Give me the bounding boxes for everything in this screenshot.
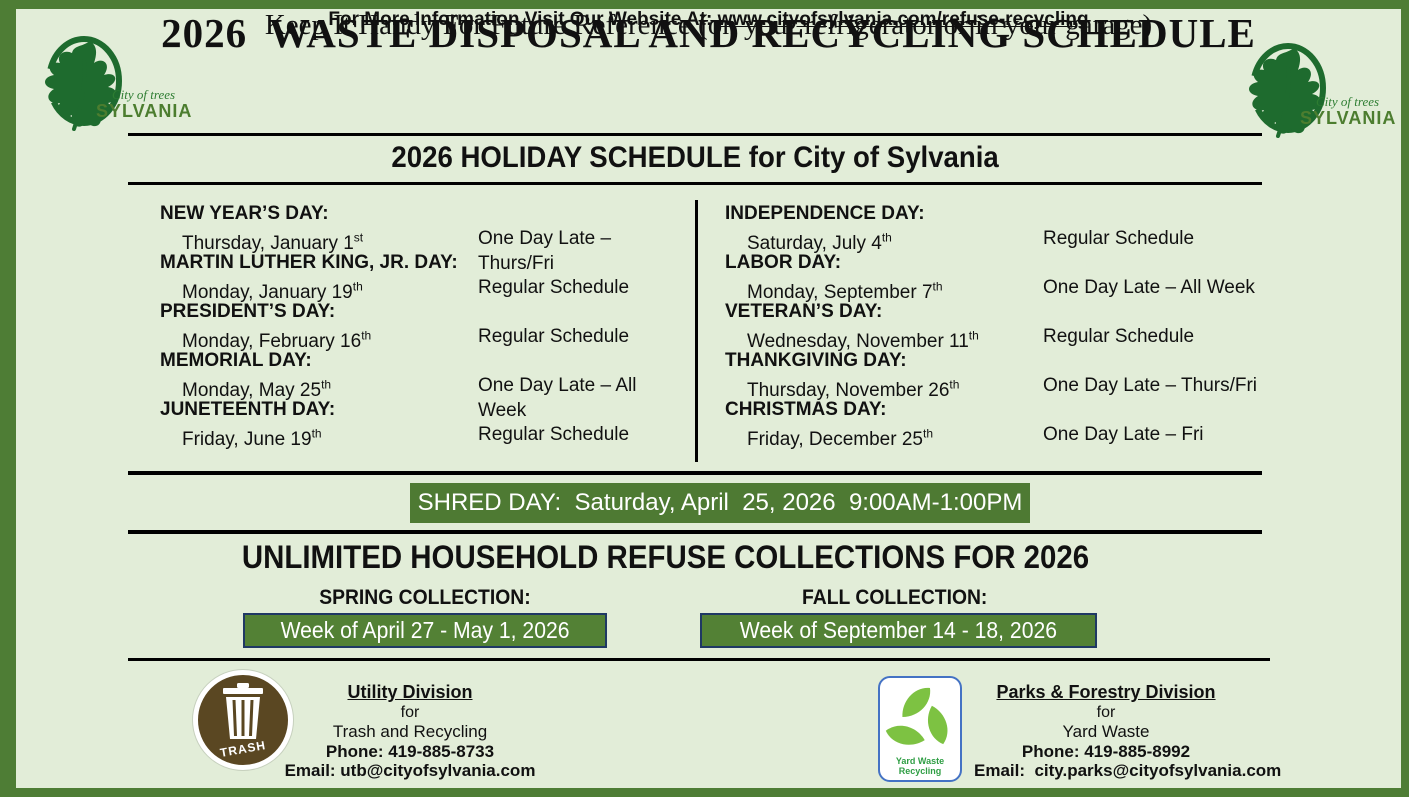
- holiday-date: Monday, May 25th: [182, 378, 332, 402]
- holiday-entry: NEW YEAR’S DAY: Thursday, January 1st On…: [160, 202, 685, 274]
- holiday-date: Monday, September 7th: [747, 280, 943, 304]
- logo-city-name: SYLVANIA: [1300, 108, 1397, 128]
- yard-waste-recycling-logo: Yard Waste Recycling: [878, 676, 962, 782]
- utility-division-title: Utility Division: [347, 682, 473, 702]
- fall-collection-week-box: Week of September 14 - 18, 2026: [700, 613, 1097, 648]
- holiday-name: NEW YEAR’S DAY:: [160, 203, 329, 224]
- oak-leaf-icon: [45, 36, 122, 131]
- holiday-detail: Saturday, July 4th Regular Schedule: [725, 226, 1270, 256]
- holiday-name: PRESIDENT’S DAY:: [160, 301, 336, 322]
- shred-day-banner: SHRED DAY: Saturday, April 25, 2026 9:00…: [410, 483, 1030, 523]
- holiday-name: LABOR DAY:: [725, 252, 842, 273]
- holiday-entry: LABOR DAY: Monday, September 7th One Day…: [725, 251, 1270, 303]
- holiday-detail: Wednesday, November 11th Regular Schedul…: [725, 324, 1270, 354]
- holiday-status: One Day Late – Fri: [1043, 424, 1204, 445]
- logo-city-name: SYLVANIA: [96, 101, 193, 121]
- holiday-status: Regular Schedule: [1043, 326, 1195, 347]
- fall-collection-label: FALL COLLECTION:: [802, 586, 988, 609]
- holiday-detail: Monday, September 7th One Day Late – All…: [725, 275, 1270, 305]
- column-divider: [695, 200, 698, 462]
- website-link[interactable]: www.cityofsylvania.com/refuse-recycling: [717, 9, 1089, 30]
- website-info-prefix: For More Information Visit Our Website A…: [328, 9, 718, 30]
- website-info-line: For More Information Visit Our Website A…: [16, 9, 1401, 31]
- holiday-date: Saturday, July 4th: [747, 231, 892, 255]
- holiday-column-left: NEW YEAR’S DAY: Thursday, January 1st On…: [160, 202, 685, 450]
- trash-can-icon: [223, 683, 263, 739]
- holiday-status: One Day Late – Thurs/Fri: [1043, 375, 1258, 396]
- holiday-detail: Monday, January 19th Regular Schedule: [160, 275, 685, 305]
- holiday-name: MEMORIAL DAY:: [160, 350, 312, 371]
- holiday-entry: THANKGIVING DAY: Thursday, November 26th…: [725, 349, 1270, 401]
- divider-rule-under-heading: [128, 182, 1262, 185]
- divider-rule-above-footer: [128, 658, 1270, 661]
- holiday-name: JUNETEENTH DAY:: [160, 399, 336, 420]
- holiday-date: Friday, December 25th: [747, 427, 934, 451]
- logo-script-text: City of trees: [1316, 94, 1380, 109]
- utility-dept: Trash and Recycling: [332, 722, 488, 741]
- parks-dept: Yard Waste: [1062, 722, 1150, 741]
- holiday-detail: Thursday, November 26th One Day Late – T…: [725, 373, 1270, 403]
- holiday-date: Wednesday, November 11th: [747, 329, 979, 353]
- divider-rule-top: [128, 133, 1262, 136]
- holiday-detail: Friday, June 19th Regular Schedule: [160, 422, 685, 452]
- holiday-date: Friday, June 19th: [182, 427, 322, 451]
- parks-for: for: [1096, 703, 1116, 721]
- holiday-name: MARTIN LUTHER KING, JR. DAY:: [160, 252, 458, 273]
- yard-waste-logo-label: Yard Waste Recycling: [895, 756, 945, 776]
- holiday-date: Thursday, November 26th: [747, 378, 960, 402]
- holiday-schedule-heading: 2026 HOLIDAY SCHEDULE for City of Sylvan…: [391, 141, 999, 174]
- sylvania-logo-right: City of trees SYLVANIA: [1242, 42, 1395, 140]
- parks-forestry-contact: Parks & Forestry Division for Yard Waste…: [974, 682, 1282, 781]
- holiday-status: Regular Schedule: [1043, 228, 1195, 249]
- holiday-status: Regular Schedule: [478, 326, 630, 347]
- holiday-status: One Day Late – All Week: [1043, 277, 1255, 298]
- holiday-detail: Monday, February 16th Regular Schedule: [160, 324, 685, 354]
- divider-rule-below-shred: [128, 530, 1262, 534]
- utility-phone: Phone: 419-885-8733: [325, 741, 495, 761]
- holiday-detail: Friday, December 25th One Day Late – Fri: [725, 422, 1270, 452]
- parks-division-title: Parks & Forestry Division: [996, 682, 1216, 702]
- holiday-name: CHRISTMAS DAY:: [725, 399, 887, 420]
- holiday-column-right: INDEPENDENCE DAY: Saturday, July 4th Reg…: [725, 202, 1270, 450]
- sylvania-logo-left: City of trees SYLVANIA: [38, 35, 191, 133]
- holiday-name: VETERAN’S DAY:: [725, 301, 883, 322]
- holiday-status: One Day Late – All Week: [478, 375, 637, 421]
- holiday-date: Monday, January 19th: [182, 280, 363, 304]
- holiday-entry: PRESIDENT’S DAY: Monday, February 16th R…: [160, 300, 685, 352]
- holiday-entry: MEMORIAL DAY: Monday, May 25th One Day L…: [160, 349, 685, 421]
- oak-leaf-icon: [1249, 43, 1326, 138]
- recycling-leaves-icon: [885, 688, 948, 745]
- trash-badge: TRASH: [193, 670, 293, 770]
- refuse-collections-heading: UNLIMITED HOUSEHOLD REFUSE COLLECTIONS F…: [241, 539, 1089, 575]
- holiday-name: THANKGIVING DAY:: [725, 350, 907, 371]
- holiday-name: INDEPENDENCE DAY:: [725, 203, 925, 224]
- spring-collection-label: SPRING COLLECTION:: [319, 586, 531, 609]
- holiday-date: Monday, February 16th: [182, 329, 372, 353]
- holiday-status: One Day Late – Thurs/Fri: [478, 228, 612, 274]
- utility-for: for: [400, 703, 420, 721]
- spring-collection-week-box: Week of April 27 - May 1, 2026: [243, 613, 607, 648]
- logo-script-text: City of trees: [112, 87, 176, 102]
- holiday-entry: INDEPENDENCE DAY: Saturday, July 4th Reg…: [725, 202, 1270, 254]
- holiday-detail: Thursday, January 1st One Day Late – Thu…: [160, 226, 685, 274]
- utility-email: Email: utb@cityofsylvania.com: [284, 761, 536, 780]
- holiday-entry: MARTIN LUTHER KING, JR. DAY: Monday, Jan…: [160, 251, 685, 303]
- parks-email: Email: city.parks@cityofsylvania.com: [974, 761, 1282, 780]
- holiday-status: Regular Schedule: [478, 424, 630, 445]
- holiday-detail: Monday, May 25th One Day Late – All Week: [160, 373, 685, 421]
- page-title: 2026 WASTE DISPOSAL AND RECYCLING SCHEDU…: [161, 10, 1256, 56]
- holiday-entry: VETERAN’S DAY: Wednesday, November 11th …: [725, 300, 1270, 352]
- holiday-entry: CHRISTMAS DAY: Friday, December 25th One…: [725, 398, 1270, 450]
- holiday-date: Thursday, January 1st: [182, 231, 364, 255]
- page-subtitle: Keep It Handy For Future Reference (on y…: [264, 9, 1153, 41]
- holiday-status: Regular Schedule: [478, 277, 630, 298]
- utility-division-contact: Utility Division for Trash and Recycling…: [278, 682, 542, 781]
- divider-rule-above-shred: [128, 471, 1262, 475]
- parks-phone: Phone: 419-885-8992: [1021, 741, 1191, 761]
- holiday-entry: JUNETEENTH DAY: Friday, June 19th Regula…: [160, 398, 685, 450]
